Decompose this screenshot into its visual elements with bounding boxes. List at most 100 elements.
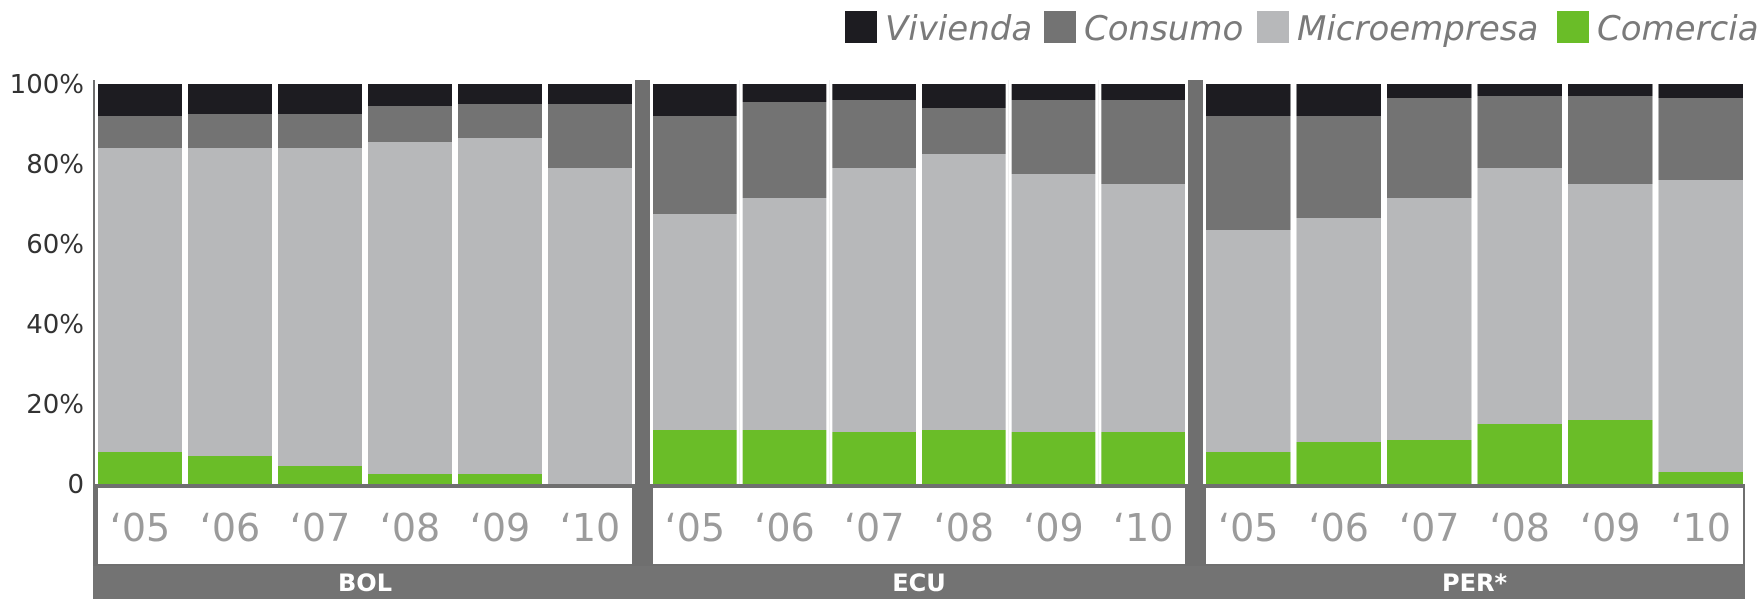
bar-segment-comercial [368, 474, 452, 484]
bar-segment-consumo [653, 116, 737, 214]
legend-label: Microempresa [1297, 9, 1538, 49]
bar-segment-vivienda [548, 84, 632, 104]
y-tick-label: 60% [26, 230, 84, 260]
legend-swatch [845, 11, 877, 43]
bar-segment-consumo [98, 116, 182, 148]
bar-segment-consumo [1011, 100, 1096, 174]
bar-segment-microempresa [832, 168, 916, 432]
bar-segment-consumo [1296, 116, 1381, 218]
bars [95, 80, 1746, 484]
bar-segment-comercial [1658, 472, 1743, 484]
x-label-panel [653, 488, 1185, 564]
legend-swatch [1257, 11, 1289, 43]
x-tick-label: ‘09 [1580, 506, 1640, 550]
bar-segment-vivienda [1101, 84, 1185, 100]
x-tick-label: ‘06 [200, 506, 260, 550]
y-tick-label: 100% [10, 70, 84, 100]
bar-segment-vivienda [1387, 84, 1472, 98]
bar-segment-comercial [1387, 440, 1472, 484]
bar-segment-consumo [278, 114, 362, 148]
bar-segment-microempresa [1296, 218, 1381, 442]
bar-segment-microempresa [1011, 174, 1096, 432]
x-tick-label: ‘07 [844, 506, 904, 550]
bar-segment-vivienda [1658, 84, 1743, 98]
x-tick-label: ‘10 [1671, 506, 1731, 550]
legend-label: Vivienda [885, 9, 1032, 49]
bar-segment-microempresa [653, 214, 737, 430]
y-tick-label: 80% [26, 150, 84, 180]
legend-item-consumo: Consumo [1044, 9, 1243, 49]
legend: Vivienda Consumo Microempresa Comercial [845, 9, 1759, 49]
bar-segment-consumo [1101, 100, 1185, 184]
bar-segment-comercial [188, 456, 272, 484]
bar-segment-comercial [1206, 452, 1291, 484]
x-tick-label: ‘10 [560, 506, 620, 550]
bar-segment-consumo [458, 104, 542, 138]
bar-segment-consumo [1387, 98, 1472, 198]
bar-segment-consumo [1206, 116, 1291, 230]
bar-segment-comercial [98, 452, 182, 484]
bar-segment-vivienda [458, 84, 542, 104]
x-tick-label: ‘09 [470, 506, 530, 550]
bar-segment-comercial [458, 474, 542, 484]
bar-segment-microempresa [742, 198, 827, 430]
bar-segment-comercial [1101, 432, 1185, 484]
legend-swatch [1044, 11, 1076, 43]
bar-segment-comercial [278, 466, 362, 484]
x-label-panel [98, 488, 632, 564]
bar-segment-microempresa [922, 154, 1006, 430]
x-label-panel [1206, 488, 1743, 564]
bar-segment-consumo [742, 102, 827, 198]
bar-segment-vivienda [742, 84, 827, 102]
bar-segment-vivienda [1477, 84, 1562, 96]
bar-segment-microempresa [548, 168, 632, 484]
x-tick-label: ‘05 [665, 506, 725, 550]
legend-item-microempresa: Microempresa [1257, 9, 1538, 49]
bar-segment-microempresa [1101, 184, 1185, 432]
bar-segment-comercial [1011, 432, 1096, 484]
x-tick-label: ‘08 [1490, 506, 1550, 550]
x-tick-label: ‘05 [110, 506, 170, 550]
bar-segment-microempresa [98, 148, 182, 452]
legend-label: Comercial [1597, 9, 1759, 49]
bar-segment-consumo [832, 100, 916, 168]
bar-segment-vivienda [922, 84, 1006, 108]
bar-segment-comercial [653, 430, 737, 484]
bar-segment-microempresa [1658, 180, 1743, 472]
x-tick-label: ‘05 [1218, 506, 1278, 550]
y-tick-label: 20% [26, 390, 84, 420]
legend-label: Consumo [1084, 9, 1243, 49]
x-axis: ‘05 ‘06 ‘07 ‘08 ‘09 ‘10 BOL ‘05 ‘06 ‘07 ‘08 ‘09 ‘10 E… [110, 506, 1731, 597]
bar-segment-vivienda [98, 84, 182, 116]
group-label-0: BOL [338, 569, 392, 597]
bar-segment-consumo [1477, 96, 1562, 168]
group-label-1: ECU [892, 569, 946, 597]
group-ecu [650, 80, 1188, 484]
legend-item-comercial: Comercial [1557, 9, 1759, 49]
x-tick-label: ‘10 [1113, 506, 1173, 550]
bar-segment-microempresa [188, 148, 272, 456]
bar-segment-consumo [1568, 96, 1653, 184]
y-axis: 0 20% 40% 60% 80% 100% [10, 70, 84, 500]
x-tick-label: ‘07 [290, 506, 350, 550]
legend-swatch [1557, 11, 1589, 43]
bar-segment-comercial [1477, 424, 1562, 484]
bar-segment-consumo [1658, 98, 1743, 180]
x-tick-label: ‘07 [1399, 506, 1459, 550]
bar-segment-consumo [548, 104, 632, 168]
bar-segment-vivienda [1296, 84, 1381, 116]
x-tick-label: ‘06 [754, 506, 814, 550]
group-per [1203, 80, 1746, 484]
bar-segment-microempresa [368, 142, 452, 474]
bar-segment-comercial [922, 430, 1006, 484]
bar-segment-vivienda [832, 84, 916, 100]
bar-segment-microempresa [1206, 230, 1291, 452]
bar-segment-vivienda [1568, 84, 1653, 96]
bar-segment-comercial [742, 430, 827, 484]
group-bol [95, 80, 635, 484]
y-tick-label: 0 [67, 470, 84, 500]
legend-item-vivienda: Vivienda [845, 9, 1032, 49]
y-tick-label: 40% [26, 310, 84, 340]
bar-segment-comercial [1296, 442, 1381, 484]
